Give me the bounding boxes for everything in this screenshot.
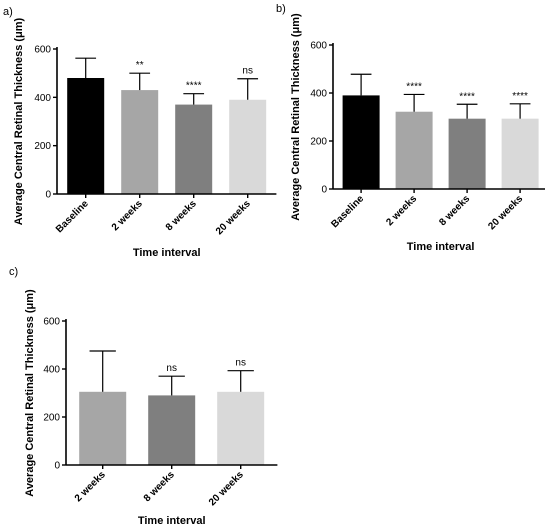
panel-label: c) bbox=[9, 266, 18, 278]
significance-label: ** bbox=[136, 60, 144, 71]
bar bbox=[501, 118, 539, 189]
x-axis-title: Time interval bbox=[133, 247, 201, 259]
chart-panel-3: c) 2 weeks ns 8 weeks ns 20 weeks 0 200 400 600 Av… bbox=[9, 266, 278, 527]
x-tick-label: Baseline bbox=[329, 193, 366, 230]
y-tick-label: 400 bbox=[310, 89, 327, 100]
y-tick-label: 600 bbox=[310, 41, 327, 52]
bar bbox=[79, 391, 127, 465]
x-tick-label: 8 weeks bbox=[164, 198, 199, 233]
x-tick-label: 8 weeks bbox=[437, 193, 472, 228]
x-tick-label: 20 weeks bbox=[214, 198, 253, 237]
x-tick-label: 2 weeks bbox=[73, 469, 108, 504]
bar bbox=[448, 118, 486, 189]
bar bbox=[217, 391, 265, 465]
bar bbox=[148, 395, 196, 465]
y-tick-label: 0 bbox=[321, 185, 327, 196]
y-tick-label: 200 bbox=[43, 413, 60, 424]
y-axis-title: Average Central Retinal Thickness (μm) bbox=[290, 13, 302, 221]
significance-label: **** bbox=[406, 81, 422, 92]
bar bbox=[342, 95, 380, 189]
x-tick-label: 2 weeks bbox=[110, 198, 145, 233]
significance-label: **** bbox=[459, 91, 475, 102]
x-tick-label: 20 weeks bbox=[207, 469, 246, 508]
x-axis-title: Time interval bbox=[407, 241, 475, 253]
x-tick-label: 8 weeks bbox=[142, 469, 177, 504]
x-axis-title: Time interval bbox=[138, 515, 206, 527]
y-axis-title: Average Central Retinal Thickness (μm) bbox=[13, 17, 25, 225]
y-tick-label: 0 bbox=[54, 461, 60, 472]
significance-label: ns bbox=[242, 66, 253, 77]
y-tick-label: 200 bbox=[34, 141, 51, 152]
panel-label: b) bbox=[276, 3, 286, 15]
bar bbox=[229, 99, 267, 194]
y-tick-label: 400 bbox=[34, 93, 51, 104]
significance-label: **** bbox=[512, 91, 528, 102]
y-tick-label: 400 bbox=[43, 365, 60, 376]
bar bbox=[175, 104, 213, 194]
bar bbox=[395, 111, 433, 189]
y-axis-title: Average Central Retinal Thickness (μm) bbox=[24, 289, 36, 497]
y-tick-label: 600 bbox=[43, 317, 60, 328]
chart-panel-1: a) Baseline ** 2 weeks **** 8 weeks ns 20 weeks… bbox=[3, 6, 277, 259]
significance-label: ns bbox=[166, 363, 177, 374]
bar bbox=[67, 78, 105, 194]
significance-label: ns bbox=[235, 358, 246, 369]
x-tick-label: 20 weeks bbox=[486, 193, 525, 232]
x-tick-label: 2 weeks bbox=[384, 193, 419, 228]
chart-panel-2: b) Baseline **** 2 weeks **** 8 weeks **** 20 w… bbox=[276, 3, 545, 253]
significance-label: **** bbox=[186, 81, 202, 92]
y-tick-label: 0 bbox=[45, 190, 51, 201]
x-tick-label: Baseline bbox=[54, 198, 91, 235]
y-tick-label: 200 bbox=[310, 137, 327, 148]
y-tick-label: 600 bbox=[34, 45, 51, 56]
panel-label: a) bbox=[3, 6, 13, 18]
bar bbox=[121, 90, 159, 194]
